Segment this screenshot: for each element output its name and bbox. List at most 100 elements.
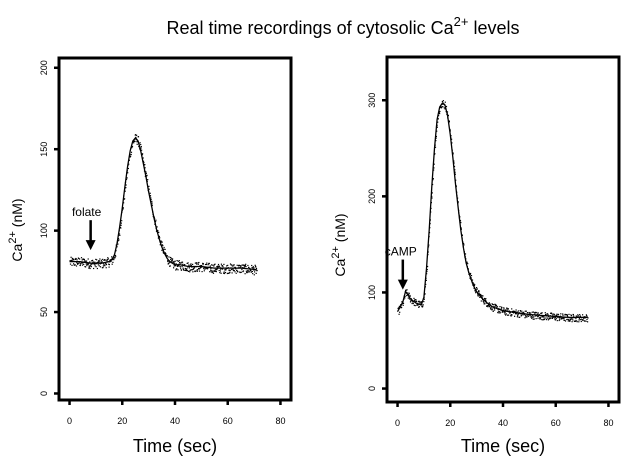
- data-point: [432, 178, 434, 180]
- data-point: [170, 258, 172, 261]
- data-point: [95, 263, 97, 265]
- data-point: [545, 317, 547, 319]
- data-point: [209, 271, 211, 273]
- data-point: [536, 311, 538, 314]
- data-point: [251, 270, 253, 273]
- data-point: [81, 259, 83, 261]
- data-point: [146, 180, 148, 182]
- data-point: [457, 202, 459, 204]
- data-point: [453, 162, 455, 164]
- data-point: [558, 316, 560, 318]
- data-point: [460, 227, 462, 229]
- data-point: [197, 269, 199, 271]
- data-point: [418, 306, 420, 308]
- x-tick-label: 60: [223, 416, 233, 426]
- data-point: [123, 202, 125, 204]
- data-point: [401, 301, 403, 303]
- data-point: [214, 270, 216, 272]
- data-point: [411, 299, 413, 301]
- data-point: [537, 312, 539, 314]
- data-point: [402, 302, 404, 304]
- data-point: [499, 311, 501, 313]
- data-point: [567, 320, 569, 322]
- data-point: [85, 263, 87, 265]
- data-point: [183, 269, 185, 271]
- data-point: [205, 263, 208, 266]
- data-point: [219, 270, 221, 272]
- data-point: [434, 153, 436, 155]
- data-point: [231, 264, 233, 266]
- data-point: [254, 264, 256, 266]
- data-point: [423, 301, 425, 303]
- data-point: [585, 316, 587, 318]
- data-point: [442, 102, 444, 104]
- data-point: [75, 265, 78, 267]
- figure-title: Real time recordings of cytosolic Ca2+ l…: [167, 14, 520, 38]
- data-point: [181, 261, 183, 263]
- data-point: [248, 266, 250, 268]
- data-point: [480, 294, 482, 297]
- data-point: [398, 305, 400, 307]
- data-point: [411, 302, 413, 305]
- data-point: [124, 190, 126, 192]
- data-point: [199, 265, 201, 267]
- data-point: [181, 265, 183, 268]
- data-point: [181, 261, 184, 263]
- data-point: [149, 195, 152, 197]
- data-point: [247, 270, 249, 272]
- data-point: [79, 264, 81, 267]
- data-point: [572, 319, 574, 321]
- data-point: [531, 311, 533, 313]
- data-point: [155, 228, 157, 230]
- data-point: [141, 153, 143, 156]
- data-point: [204, 266, 206, 268]
- data-point: [535, 315, 537, 317]
- data-point: [564, 320, 567, 322]
- data-point: [459, 220, 462, 222]
- data-point: [221, 265, 223, 267]
- data-point: [207, 266, 209, 268]
- data-point: [421, 306, 424, 308]
- data-point: [135, 136, 137, 138]
- data-point: [430, 207, 432, 209]
- data-point: [73, 264, 75, 266]
- data-point: [245, 266, 247, 268]
- data-point: [561, 317, 563, 319]
- data-point: [501, 310, 504, 312]
- data-point: [156, 226, 158, 228]
- data-point: [480, 294, 482, 296]
- data-point: [516, 316, 518, 318]
- data-point: [115, 244, 117, 246]
- data-point: [238, 266, 240, 268]
- data-point: [483, 300, 485, 302]
- data-point: [522, 313, 524, 315]
- data-point: [163, 246, 165, 249]
- data-point: [164, 248, 166, 250]
- data-point: [533, 316, 535, 318]
- data-point: [76, 262, 78, 265]
- data-point: [109, 261, 111, 263]
- x-axis: 0 20 40 60 80: [67, 400, 285, 426]
- data-point: [204, 268, 206, 270]
- data-point: [121, 211, 123, 213]
- data-point: [135, 139, 137, 141]
- data-point: [187, 266, 189, 268]
- data-point: [448, 120, 450, 122]
- data-point: [488, 302, 490, 304]
- data-point: [240, 271, 242, 273]
- data-point: [105, 263, 107, 265]
- data-point: [409, 295, 411, 297]
- data-point: [180, 267, 182, 269]
- data-point: [410, 300, 412, 302]
- data-point: [121, 209, 123, 211]
- data-point: [576, 320, 578, 322]
- data-point: [202, 263, 204, 265]
- data-point: [162, 245, 164, 247]
- title-tail: levels: [468, 18, 519, 38]
- data-point: [145, 176, 147, 178]
- data-point: [253, 274, 255, 276]
- data-point: [247, 264, 249, 267]
- data-point: [100, 261, 102, 263]
- data-point: [234, 266, 236, 268]
